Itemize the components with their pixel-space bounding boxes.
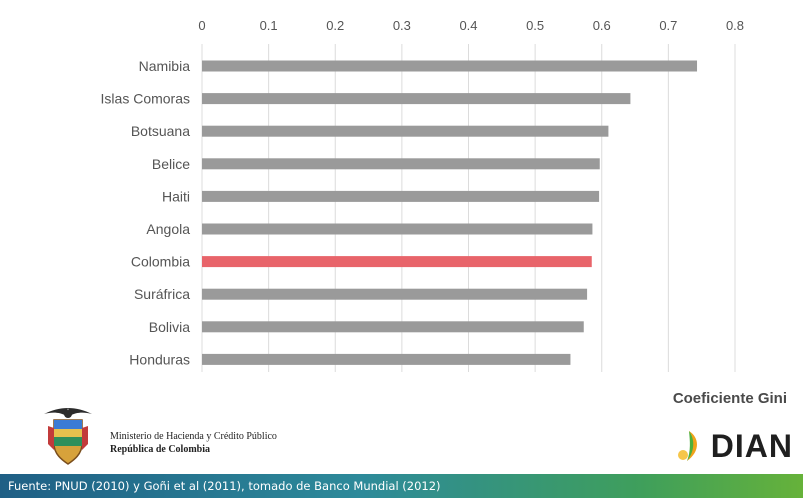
bar: [202, 321, 584, 333]
category-label: Bolivia: [149, 319, 190, 335]
category-label: Namibia: [139, 58, 191, 74]
chart-title: Coeficiente Gini: [672, 390, 787, 407]
x-tick-label: 0.5: [526, 18, 544, 33]
x-tick-label: 0.1: [260, 18, 278, 33]
dian-swoosh-icon: [677, 431, 697, 461]
bar: [202, 125, 609, 137]
x-tick-label: 0.4: [459, 18, 477, 33]
category-label: Angola: [146, 221, 190, 237]
category-label: Colombia: [131, 254, 190, 270]
bars: [202, 60, 698, 365]
bar-highlight: [202, 256, 592, 268]
category-label: Honduras: [129, 351, 190, 367]
colombia-coat-of-arms-icon: [44, 408, 92, 465]
bar: [202, 288, 588, 300]
bar: [202, 93, 631, 105]
x-tick-label: 0.7: [659, 18, 677, 33]
x-tick-label: 0: [198, 18, 205, 33]
bar: [202, 60, 698, 72]
category-label: Haiti: [162, 188, 190, 204]
category-label: Botsuana: [131, 123, 190, 139]
category-label: Belice: [152, 156, 190, 172]
ministry-text: Ministerio de Hacienda y Crédito Público…: [110, 430, 277, 456]
bar: [202, 190, 600, 202]
bar: [202, 158, 600, 170]
dian-logo-text: DIAN: [710, 427, 793, 464]
x-tick-label: 0.6: [593, 18, 611, 33]
source-text: Fuente: PNUD (2010) y Goñi et al (2011),…: [8, 479, 441, 493]
source-footer: Fuente: PNUD (2010) y Goñi et al (2011),…: [0, 474, 803, 498]
bar: [202, 353, 571, 365]
x-tick-label: 0.3: [393, 18, 411, 33]
x-tick-label: 0.2: [326, 18, 344, 33]
category-labels: Namibia Islas Comoras Botsuana Belice Haiti A…: [101, 58, 191, 367]
gini-bar-chart: 0 0.1 0.2 0.3 0.4 0.5 0.6 0.7 0.8 Namibia Islas C…: [101, 18, 744, 372]
category-label: Suráfrica: [134, 286, 190, 302]
x-tick-label: 0.8: [726, 18, 744, 33]
bar: [202, 223, 593, 235]
ministry-name: Ministerio de Hacienda y Crédito Público: [110, 431, 277, 442]
x-tick-labels: 0 0.1 0.2 0.3 0.4 0.5 0.6 0.7 0.8: [198, 18, 744, 33]
republic-name: República de Colombia: [110, 444, 211, 455]
dian-logo: DIAN: [675, 426, 793, 466]
category-label: Islas Comoras: [101, 91, 190, 107]
